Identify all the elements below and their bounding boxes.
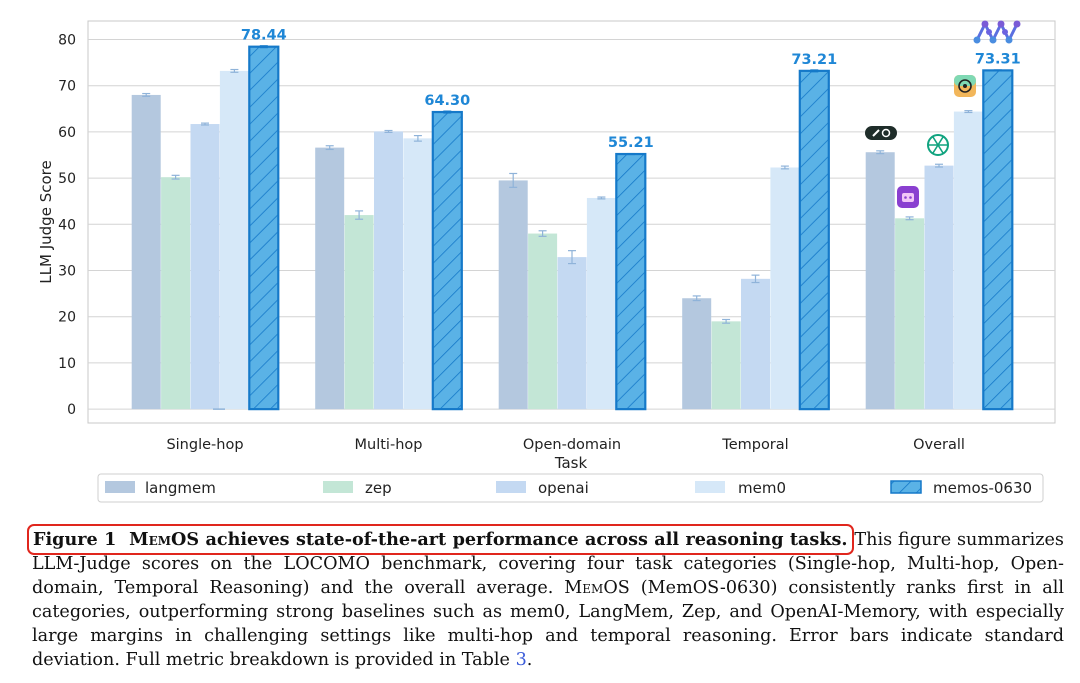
y-tick-label: 0 bbox=[67, 402, 76, 418]
y-tick-label: 30 bbox=[58, 264, 76, 280]
legend-swatch-langmem bbox=[105, 481, 135, 493]
bar-chart: 0 10 20 30 40 50 60 70 80 Single-hop Multi-hop Ope… bbox=[37, 20, 1056, 503]
caption-body-memos: MemOS bbox=[564, 578, 630, 598]
y-tick-label: 80 bbox=[58, 32, 76, 48]
x-axis-label: Task bbox=[554, 454, 588, 472]
bar-zep bbox=[161, 177, 191, 410]
data-label: 73.31 bbox=[975, 51, 1021, 67]
caption-memos-name: MemOS bbox=[129, 529, 200, 550]
data-label: 55.21 bbox=[608, 135, 654, 151]
bar-langmem bbox=[131, 94, 161, 410]
memos-logo-icon bbox=[973, 20, 1021, 44]
bars bbox=[131, 45, 1014, 411]
bar-openai bbox=[190, 124, 220, 410]
x-axis: Single-hop Multi-hop Open-domain Temporal Ov… bbox=[166, 437, 964, 453]
bar-mem0 bbox=[403, 138, 433, 410]
legend-label-mem0: mem0 bbox=[738, 479, 786, 497]
x-tick-label: Open-domain bbox=[523, 437, 621, 453]
bar-mem0 bbox=[586, 197, 616, 410]
table-reference-link[interactable]: 3 bbox=[515, 650, 527, 670]
bar-hatch bbox=[432, 112, 462, 410]
figure-caption: Figure 1 MemOS achieves state-of-the-art… bbox=[27, 524, 1064, 672]
y-tick-label: 10 bbox=[58, 356, 76, 372]
langmem-logo-icon bbox=[865, 126, 897, 140]
data-labels: 78.44 64.30 55.21 73.21 73.31 bbox=[241, 28, 1021, 151]
bar-hatch bbox=[983, 70, 1013, 410]
legend-swatch-zep bbox=[323, 481, 353, 493]
x-tick-label: Overall bbox=[913, 437, 965, 453]
mem0-logo-icon bbox=[954, 75, 976, 97]
y-axis-label: LLM Judge Score bbox=[37, 160, 55, 283]
data-label: 73.21 bbox=[791, 52, 837, 68]
caption-end: . bbox=[526, 650, 533, 670]
bar-hatch bbox=[799, 70, 829, 410]
y-tick-label: 20 bbox=[58, 310, 76, 326]
y-tick-label: 40 bbox=[58, 217, 76, 233]
legend-label-langmem: langmem bbox=[145, 479, 216, 497]
caption-head-text: achieves state-of-the-art performance ac… bbox=[205, 529, 848, 550]
bar-langmem bbox=[865, 152, 895, 410]
zep-logo-icon bbox=[897, 186, 919, 208]
bar-openai bbox=[924, 165, 954, 410]
bar-mem0 bbox=[219, 70, 249, 410]
y-tick-label: 70 bbox=[58, 79, 76, 95]
bar-openai bbox=[557, 257, 587, 410]
bar-openai bbox=[741, 278, 770, 410]
bar-langmem bbox=[682, 298, 712, 410]
bar-langmem bbox=[498, 180, 528, 410]
x-tick-label: Temporal bbox=[721, 437, 788, 453]
bar-mem0 bbox=[770, 167, 800, 410]
bar-langmem bbox=[315, 147, 345, 410]
legend-label-openai: openai bbox=[538, 479, 589, 497]
x-tick-label: Single-hop bbox=[166, 437, 243, 453]
caption-body-1: This figure summarizes LLM-Judge scores … bbox=[32, 530, 1064, 598]
plot-area bbox=[87, 20, 1056, 424]
x-tick-label: Multi-hop bbox=[355, 437, 423, 453]
caption-title: Figure 1 MemOS achieves state-of-the-art… bbox=[27, 524, 854, 555]
bar-hatch bbox=[249, 46, 279, 410]
y-tick-label: 60 bbox=[58, 125, 76, 141]
bar-mem0 bbox=[953, 111, 983, 410]
openai-logo-icon bbox=[927, 134, 949, 156]
bar-zep bbox=[344, 215, 374, 410]
bar-zep bbox=[711, 321, 741, 410]
data-label: 64.30 bbox=[424, 93, 470, 109]
legend-swatch-mem0 bbox=[695, 481, 725, 493]
legend-label-zep: zep bbox=[365, 479, 392, 497]
bar-hatch bbox=[616, 154, 646, 410]
legend-swatch-memos-hatch bbox=[891, 481, 921, 493]
caption-body-2: (MemOS-0630) consistently ranks first in… bbox=[32, 578, 1064, 670]
legend-label-memos: memos-0630 bbox=[933, 479, 1032, 497]
data-label: 78.44 bbox=[241, 28, 287, 44]
y-tick-label: 50 bbox=[58, 171, 76, 187]
legend-swatch-openai bbox=[496, 481, 526, 493]
legend: langmem zep openai mem0 memos-0630 bbox=[97, 473, 1044, 503]
y-axis: 0 10 20 30 40 50 60 70 80 bbox=[58, 32, 76, 418]
caption-label: Figure 1 bbox=[33, 529, 117, 550]
bar-zep bbox=[528, 233, 558, 410]
bar-openai bbox=[374, 131, 403, 410]
bar-zep bbox=[895, 218, 925, 410]
